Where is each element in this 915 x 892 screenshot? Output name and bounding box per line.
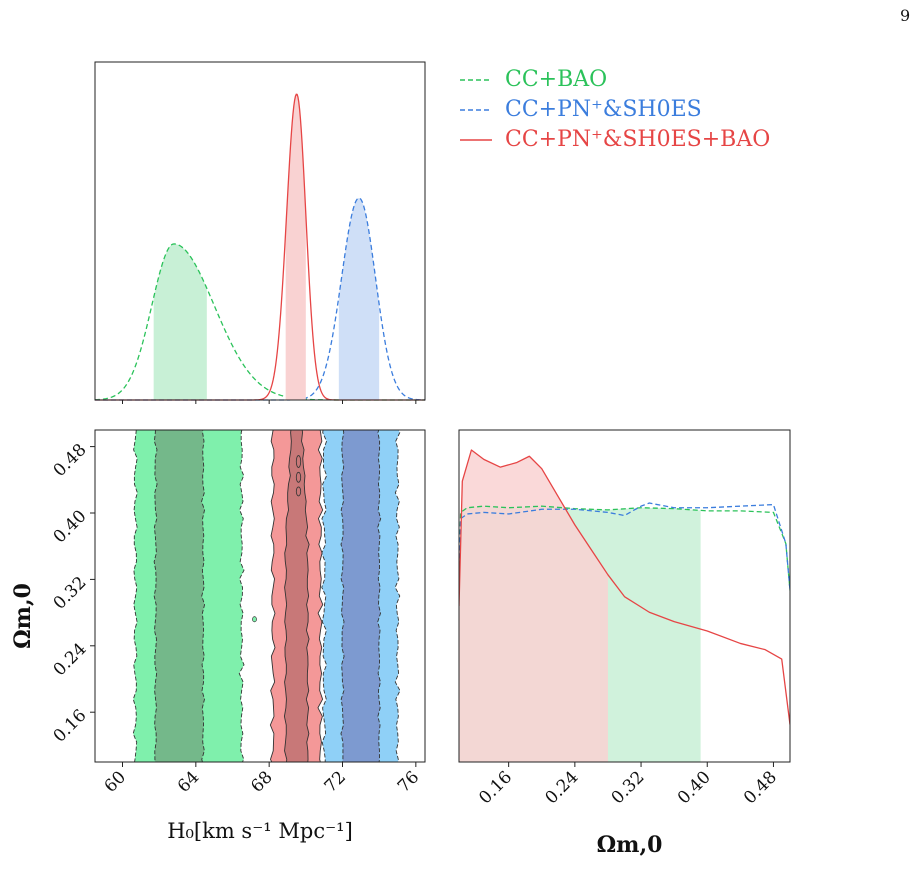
contour-island [295,455,302,468]
omega-marginal-frame [458,429,791,763]
curve-cc-pn-sh0es-bao [459,449,790,725]
band-cc-pn-sh0es [338,198,380,400]
band-cc-pn-sh0es-bao [459,450,608,762]
h0-x-tick-label: 68 [247,767,276,796]
omega-x-tick-label: 0.16 [475,767,516,808]
omega-x-tick-label: 0.48 [740,767,781,808]
contour-island [295,471,302,483]
contour-cc-pn-sh0es-bao-1sigma [283,430,310,762]
h0-omega-contour-panel [132,430,401,762]
legend-label-cc-bao: CC+BAO [505,67,607,92]
omega-y-tick-label: 0.40 [50,506,91,547]
contour-island [252,616,257,623]
h0-marginal-frame [94,61,426,401]
h0-x-tick-label: 60 [101,767,130,796]
omega-x-tick-label: 0.24 [541,767,582,808]
curve-cc-pn-sh0es [459,502,790,591]
omega-axis-label: Ωm,0 [10,583,36,649]
h0-axis-label: H₀[km s⁻¹ Mpc⁻¹] [167,819,353,843]
legend-label-cc-pn-sh0es-bao: CC+PN⁺&SH0ES+BAO [505,127,770,152]
omega-x-axis-label: Ωm,0 [597,832,663,858]
legend-label-cc-pn-sh0es: CC+PN⁺&SH0ES [505,97,702,122]
omega-marginal-panel [459,449,790,762]
band-cc-pn-sh0es-bao [285,94,306,401]
contour-cc-pn-sh0es-1sigma [340,430,382,762]
contour-cc-bao-1sigma [153,430,206,762]
omega-x-tick-label: 0.32 [608,767,649,808]
contour-frame [94,429,426,763]
band-cc-bao [153,243,207,400]
h0-x-tick-label: 64 [174,767,203,796]
h0-x-tick-label: 76 [394,767,423,796]
curve-cc-bao [459,505,790,591]
page-number: 9 [900,6,911,25]
h0-marginal-panel [94,93,426,401]
legend: CC+BAO CC+PN⁺&SH0ES CC+PN⁺&SH0ES+BAO [460,67,770,152]
h0-x-tick-label: 72 [321,767,350,796]
omega-y-tick-label: 0.16 [50,706,91,747]
contour-island [295,486,302,497]
omega-y-tick-label: 0.32 [50,573,91,614]
omega-x-tick-label: 0.40 [674,767,715,808]
omega-y-tick-label: 0.24 [50,639,91,680]
omega-y-tick-label: 0.48 [50,440,91,481]
